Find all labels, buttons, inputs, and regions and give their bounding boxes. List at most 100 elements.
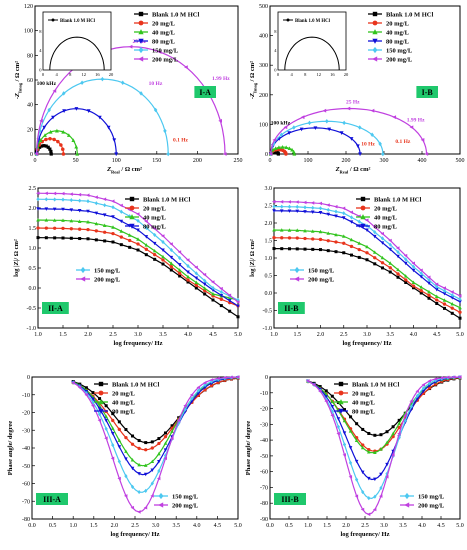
data-point: [136, 248, 140, 252]
x-tick-label: 50: [73, 158, 79, 164]
data-point: [303, 228, 307, 233]
data-point: [84, 393, 88, 397]
data-point: [219, 289, 223, 295]
data-point: [373, 450, 377, 454]
data-point: [78, 198, 82, 203]
data-point: [334, 209, 338, 214]
data-point: [434, 294, 439, 298]
data-point: [136, 228, 140, 232]
y-tick-label: 0.0: [265, 291, 273, 297]
data-point: [365, 228, 369, 232]
data-point: [44, 144, 48, 148]
data-point: [61, 197, 65, 202]
data-point: [311, 247, 315, 251]
frequency-annotation: 100 kHz: [37, 81, 57, 87]
data-point: [131, 434, 135, 438]
data-point: [392, 115, 397, 120]
data-point: [209, 378, 214, 382]
data-point: [348, 460, 353, 465]
legend-entry: 200 mg/L: [386, 56, 413, 63]
data-point: [178, 255, 182, 261]
x-axis-label-main: Z: [106, 166, 111, 173]
data-point: [170, 436, 174, 441]
x-tick-label: 3.5: [172, 523, 180, 529]
data-point: [380, 236, 385, 241]
data-point: [373, 494, 377, 499]
bode-curve: [37, 219, 239, 301]
data-point: [367, 476, 371, 481]
legend-entry: 200 mg/L: [418, 502, 445, 509]
y-axis-label-sub: Imag: [253, 82, 258, 93]
phase-curve: [72, 376, 239, 493]
data-point: [280, 236, 284, 240]
data-point: [272, 209, 276, 213]
data-point: [445, 375, 450, 380]
data-point: [202, 272, 207, 277]
y-tick-label: 400: [259, 34, 268, 40]
data-point: [324, 399, 328, 403]
data-point: [156, 476, 161, 481]
data-point: [427, 277, 431, 283]
data-point: [318, 206, 323, 211]
data-point: [236, 304, 240, 308]
data-point: [300, 115, 305, 120]
data-point: [388, 270, 392, 274]
data-point: [209, 383, 214, 388]
legend-marker: [80, 276, 86, 282]
frequency-annotation: 100 kHz: [271, 120, 291, 126]
data-point: [153, 107, 158, 113]
data-point: [161, 248, 165, 252]
data-point: [365, 251, 369, 255]
y-tick-label: 500: [259, 4, 268, 10]
data-point: [380, 231, 384, 236]
data-point: [326, 212, 331, 217]
data-point: [336, 417, 341, 421]
data-point: [367, 431, 371, 435]
data-point: [354, 477, 359, 482]
inset-curve: [49, 36, 105, 71]
frequency-annotation: 0.1 Hz: [173, 138, 189, 144]
data-point: [194, 283, 198, 287]
data-point: [153, 257, 157, 261]
data-point: [111, 205, 115, 210]
y-axis-label-main: -Z: [249, 93, 256, 99]
data-point: [354, 459, 359, 464]
data-point: [342, 120, 346, 126]
data-point: [170, 429, 174, 433]
data-point: [334, 214, 338, 218]
data-point: [77, 385, 82, 390]
panel-label: III-B: [281, 495, 299, 504]
data-point: [144, 247, 148, 251]
legend-entry: 150 mg/L: [152, 47, 179, 54]
x-tick-label: 2.0: [111, 523, 119, 529]
data-point: [203, 292, 207, 296]
data-point: [119, 209, 123, 214]
data-point: [186, 278, 190, 282]
legend-entry: 20 mg/L: [352, 390, 376, 397]
data-point: [183, 407, 187, 412]
data-point: [119, 229, 124, 233]
data-point: [324, 395, 329, 399]
legend-marker: [98, 408, 104, 414]
y-tick-label: 100: [24, 29, 33, 35]
legend-marker: [158, 492, 164, 500]
legend-entry: Blank 1.0 M HCl: [152, 11, 200, 18]
x-tick-label: 400: [418, 158, 427, 164]
legend-marker: [294, 276, 300, 282]
inset-x-tick: 0: [42, 72, 45, 77]
data-point: [169, 255, 174, 260]
x-tick-label: 2.5: [340, 332, 348, 338]
data-point: [367, 450, 371, 454]
data-point: [397, 418, 401, 422]
data-point: [306, 379, 310, 383]
data-point: [360, 445, 365, 450]
data-point: [349, 220, 354, 224]
data-point: [380, 261, 385, 265]
data-point: [104, 404, 108, 408]
inset-legend-marker: [51, 18, 55, 22]
data-point: [379, 433, 383, 437]
data-point: [303, 247, 307, 251]
x-tick-label: 500: [456, 158, 465, 164]
data-point: [136, 242, 140, 246]
data-point: [326, 239, 330, 243]
